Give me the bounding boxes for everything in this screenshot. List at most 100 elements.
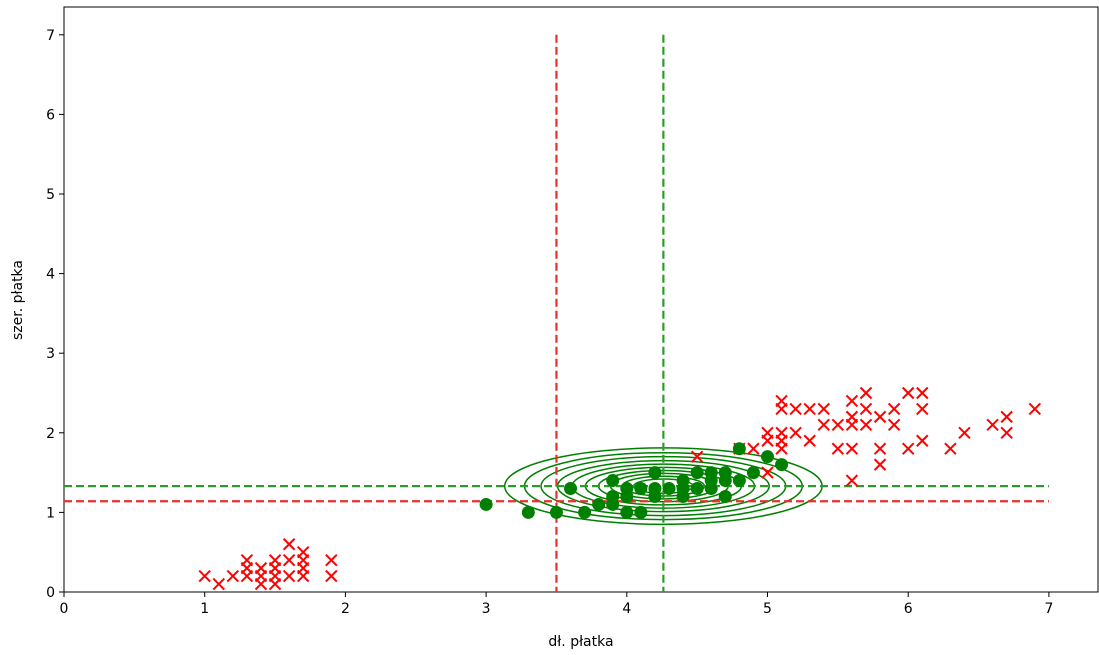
x-marker-point bbox=[845, 410, 859, 424]
x-marker-point bbox=[958, 426, 971, 440]
x-marker-point bbox=[254, 577, 268, 591]
plot-area bbox=[63, 6, 1099, 593]
x-marker-point bbox=[916, 434, 929, 447]
x-marker-point bbox=[873, 458, 887, 471]
x-marker-point bbox=[296, 545, 310, 559]
x-marker-point bbox=[761, 466, 774, 479]
y-tick-label: 2 bbox=[46, 426, 55, 442]
x-tick-label: 2 bbox=[341, 601, 350, 617]
circle-marker-point bbox=[634, 505, 648, 519]
x-marker-point bbox=[901, 386, 915, 400]
x-marker-point bbox=[1000, 410, 1013, 424]
x-marker-point bbox=[1028, 402, 1042, 416]
x-marker-point bbox=[916, 402, 929, 416]
x-marker-point bbox=[873, 410, 887, 424]
x-marker-point bbox=[859, 402, 873, 416]
x-axis-ticks: 0 1 2 3 4 5 6 7 bbox=[60, 592, 1053, 617]
circle-marker-point bbox=[746, 466, 760, 480]
x-marker-point bbox=[254, 561, 268, 575]
x-marker-point bbox=[325, 553, 338, 567]
circle-marker-point bbox=[592, 497, 606, 511]
x-tick-label: 7 bbox=[1044, 601, 1053, 617]
x-marker-point bbox=[986, 418, 999, 432]
x-marker-point bbox=[803, 402, 816, 416]
circle-marker-point bbox=[704, 466, 718, 480]
x-marker-point bbox=[887, 418, 901, 432]
y-tick-label: 6 bbox=[46, 107, 55, 123]
circle-marker-point bbox=[648, 466, 662, 480]
x-marker-point bbox=[282, 538, 296, 551]
x-tick-label: 3 bbox=[482, 601, 491, 617]
x-marker-point bbox=[845, 442, 859, 455]
x-marker-point bbox=[240, 553, 254, 567]
x-marker-point bbox=[831, 418, 845, 432]
x-marker-point bbox=[268, 561, 282, 575]
y-tick-label: 0 bbox=[46, 585, 55, 601]
x-marker-point bbox=[803, 434, 816, 447]
circle-marker-point bbox=[620, 505, 634, 519]
x-marker-point bbox=[198, 569, 211, 583]
x-tick-label: 6 bbox=[904, 601, 913, 617]
circle-marker-point bbox=[521, 505, 535, 519]
x-marker-point bbox=[747, 442, 760, 455]
data-points bbox=[198, 386, 1042, 591]
y-axis-ticks: 0 1 2 3 4 5 6 7 bbox=[46, 28, 64, 601]
circle-marker-point bbox=[662, 482, 676, 496]
x-axis-label: dł. płatka bbox=[548, 634, 613, 650]
y-tick-label: 4 bbox=[46, 267, 55, 283]
y-tick-label: 3 bbox=[46, 346, 55, 362]
x-marker-point bbox=[212, 577, 225, 591]
x-marker-point bbox=[859, 386, 873, 400]
x-marker-point bbox=[282, 553, 296, 567]
x-marker-point bbox=[817, 418, 830, 432]
x-marker-point bbox=[789, 426, 802, 440]
circle-marker-point bbox=[578, 505, 592, 519]
circle-marker-point bbox=[718, 489, 732, 503]
x-marker-point bbox=[845, 474, 859, 487]
x-marker-point bbox=[775, 426, 788, 440]
x-marker-point bbox=[817, 402, 830, 416]
x-marker-point bbox=[845, 394, 859, 408]
x-marker-point bbox=[901, 442, 915, 455]
circle-marker-point bbox=[648, 482, 662, 496]
circle-marker-point bbox=[718, 466, 732, 480]
x-marker-point bbox=[873, 442, 887, 455]
circle-marker-point bbox=[606, 474, 620, 488]
circle-marker-point bbox=[775, 458, 789, 472]
x-marker-point bbox=[282, 569, 296, 583]
circle-marker-point bbox=[634, 482, 648, 496]
x-marker-point bbox=[1000, 426, 1013, 440]
x-marker-point bbox=[944, 442, 957, 455]
x-marker-point bbox=[761, 426, 774, 440]
circle-marker-point bbox=[690, 482, 704, 496]
y-tick-label: 7 bbox=[46, 28, 55, 44]
circle-marker-point bbox=[620, 482, 634, 496]
x-marker-point bbox=[268, 577, 282, 591]
x-marker-point bbox=[325, 569, 338, 583]
x-marker-point bbox=[775, 394, 788, 408]
x-tick-label: 1 bbox=[200, 601, 209, 617]
y-tick-label: 5 bbox=[46, 187, 55, 203]
x-marker-point bbox=[789, 402, 802, 416]
circle-marker-point bbox=[761, 450, 774, 464]
x-tick-label: 0 bbox=[60, 601, 69, 617]
circle-marker-point bbox=[732, 474, 746, 488]
circle-marker-point bbox=[479, 497, 493, 511]
x-marker-point bbox=[831, 442, 845, 455]
reference-lines bbox=[64, 34, 1049, 592]
x-marker-point bbox=[690, 450, 704, 463]
circle-marker-point bbox=[606, 489, 620, 503]
x-marker-point bbox=[887, 402, 901, 416]
x-marker-point bbox=[226, 569, 240, 583]
x-marker-point bbox=[859, 418, 873, 432]
circle-marker-point bbox=[564, 482, 578, 496]
circle-marker-point bbox=[676, 474, 690, 488]
circle-marker-point bbox=[732, 442, 746, 456]
circle-marker-point bbox=[549, 505, 563, 519]
y-axis-label: szer. płatka bbox=[10, 260, 26, 340]
x-tick-label: 5 bbox=[763, 601, 772, 617]
y-tick-label: 1 bbox=[46, 505, 55, 521]
circle-marker-point bbox=[690, 466, 704, 480]
x-tick-label: 4 bbox=[622, 601, 631, 617]
